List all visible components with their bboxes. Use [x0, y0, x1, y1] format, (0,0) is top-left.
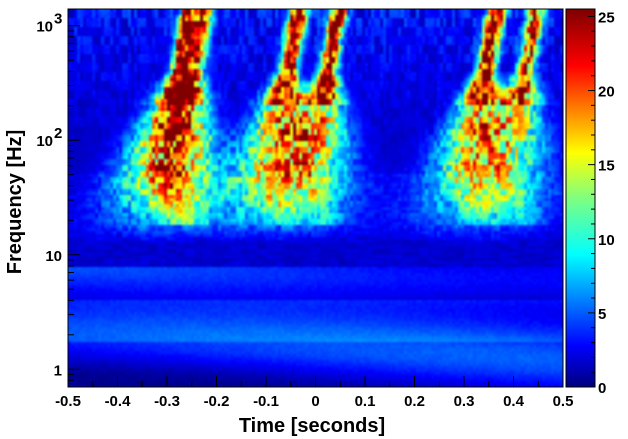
- x-tick-label: 0: [311, 393, 319, 410]
- x-tick-label: -0.3: [154, 393, 180, 410]
- x-tick-label: 0.4: [503, 393, 525, 410]
- colorbar-tick-label: 20: [598, 84, 615, 101]
- colorbar-tick-label: 15: [598, 158, 615, 175]
- x-tick-label: 0.3: [454, 393, 475, 410]
- x-axis-title: Time [seconds]: [239, 415, 385, 437]
- y-axis-title: Frequency [Hz]: [4, 130, 26, 274]
- x-tick-label: -0.1: [253, 393, 279, 410]
- heatmap-image: [68, 9, 563, 387]
- x-tick-label: 0.1: [355, 393, 376, 410]
- y-tick-label: 1: [54, 362, 62, 379]
- colorbar-tick-label: 0: [598, 380, 606, 397]
- x-tick-label: 0.2: [404, 393, 425, 410]
- x-tick-label: -0.4: [105, 393, 132, 410]
- colorbar-tick-label: 5: [598, 306, 606, 323]
- x-tick-label: 0.5: [553, 393, 574, 410]
- x-tick-label: -0.2: [204, 393, 230, 410]
- colorbar: [565, 8, 596, 388]
- y-tick-label: 10: [36, 133, 53, 150]
- colorbar-tick-label: 10: [598, 232, 615, 249]
- y-tick-exponent: 2: [54, 125, 62, 142]
- y-tick-exponent: 3: [54, 11, 62, 28]
- x-axis: -0.5 -0.4 -0.3 -0.2 -0.1 0 0.1 0.2 0.3 0.4 0.5: [55, 376, 573, 410]
- y-tick-label: 10: [45, 248, 62, 265]
- y-tick-label: 10: [36, 19, 53, 36]
- colorbar-axis: 0 5 10 15 20 25: [588, 9, 615, 397]
- x-tick-label: -0.5: [55, 393, 81, 410]
- colorbar-tick-label: 25: [598, 9, 615, 26]
